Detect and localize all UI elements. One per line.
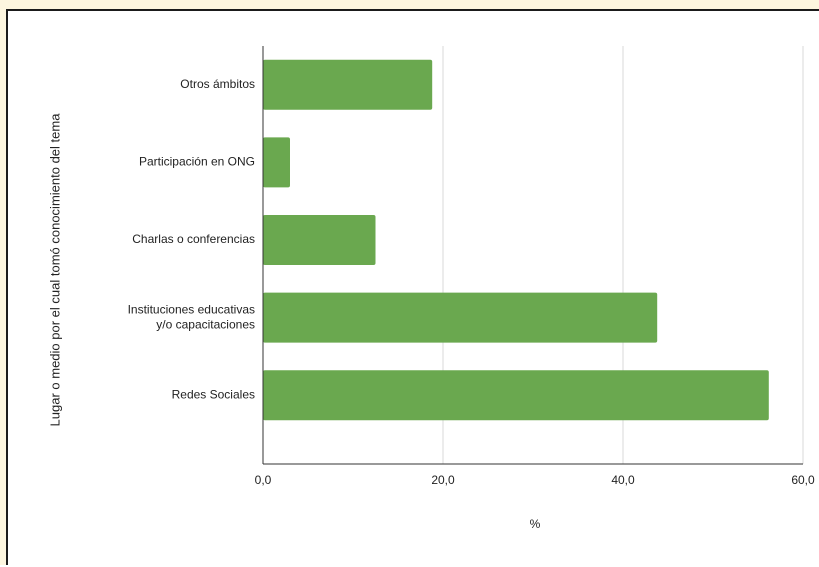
category-label-3-line-1: y/o capacitaciones bbox=[156, 317, 255, 331]
category-label-3-line-0: Instituciones educativas bbox=[128, 302, 255, 316]
x-tick-label-1: 20,0 bbox=[431, 473, 455, 487]
bar-4 bbox=[263, 370, 769, 421]
labels: 0,0 20,0 40,0 60,0 Otros ámbitos Participació… bbox=[128, 77, 815, 487]
bar-3 bbox=[263, 292, 658, 343]
x-tick-label-3: 60,0 bbox=[791, 473, 815, 487]
y-axis-title: Lugar o medio por el cual tomó conocimie… bbox=[47, 113, 62, 427]
category-label-4: Redes Sociales bbox=[172, 387, 255, 401]
category-label-2: Charlas o conferencias bbox=[132, 232, 255, 246]
bar-chart: 0,0 20,0 40,0 60,0 Otros ámbitos Participació… bbox=[47, 46, 815, 531]
bar-1 bbox=[263, 137, 290, 188]
x-axis-title: % bbox=[530, 517, 541, 531]
x-tick-label-2: 40,0 bbox=[611, 473, 635, 487]
category-label-0: Otros ámbitos bbox=[180, 77, 255, 91]
bar-0 bbox=[263, 59, 433, 110]
chart-card: 0,0 20,0 40,0 60,0 Otros ámbitos Participació… bbox=[6, 9, 819, 565]
axes bbox=[262, 46, 803, 465]
bars bbox=[263, 59, 769, 421]
bar-2 bbox=[263, 215, 376, 265]
x-tick-label-0: 0,0 bbox=[255, 473, 272, 487]
category-label-1: Participación en ONG bbox=[139, 155, 255, 169]
